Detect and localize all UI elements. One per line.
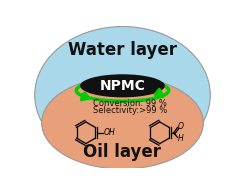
- Text: H: H: [178, 134, 184, 143]
- Ellipse shape: [80, 74, 165, 97]
- Text: NPMC: NPMC: [100, 79, 145, 93]
- Ellipse shape: [35, 26, 210, 164]
- Ellipse shape: [42, 77, 203, 169]
- Text: Oil layer: Oil layer: [83, 143, 162, 161]
- Text: Water layer: Water layer: [68, 41, 177, 59]
- Text: O: O: [178, 122, 184, 131]
- Text: Conversion: 99 %: Conversion: 99 %: [93, 99, 167, 108]
- Text: OH: OH: [103, 128, 115, 137]
- Text: Selectivity:>99 %: Selectivity:>99 %: [93, 106, 167, 115]
